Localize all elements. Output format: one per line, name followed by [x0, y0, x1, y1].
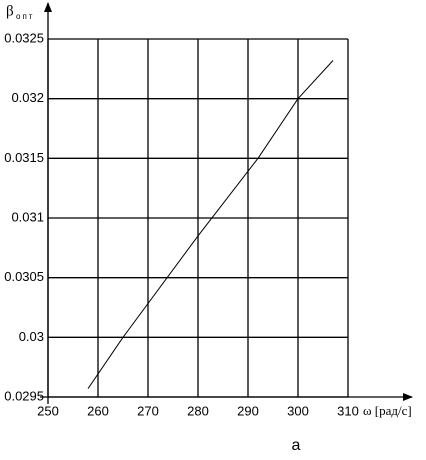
x-tick-label: 290 — [237, 403, 259, 418]
y-tick-label: 0.0315 — [4, 150, 44, 165]
x-axis-label: ω [рад/с] — [363, 403, 412, 418]
y-tick-label: 0.031 — [11, 209, 44, 224]
y-tick-label: 0.0295 — [4, 388, 44, 403]
x-tick-label: 260 — [87, 403, 109, 418]
x-tick-label: 310 — [337, 403, 359, 418]
y-axis-label-sub: опт — [16, 12, 34, 21]
y-axis-label: β — [6, 3, 14, 19]
x-tick-label: 250 — [37, 403, 59, 418]
caption: а — [292, 437, 301, 454]
x-tick-label: 280 — [187, 403, 209, 418]
y-tick-label: 0.03 — [19, 329, 44, 344]
y-tick-label: 0.0325 — [4, 30, 44, 45]
y-tick-label: 0.032 — [11, 90, 44, 105]
x-tick-label: 300 — [287, 403, 309, 418]
x-tick-label: 270 — [137, 403, 159, 418]
line-series — [87, 60, 334, 389]
y-tick-label: 0.0305 — [4, 269, 44, 284]
